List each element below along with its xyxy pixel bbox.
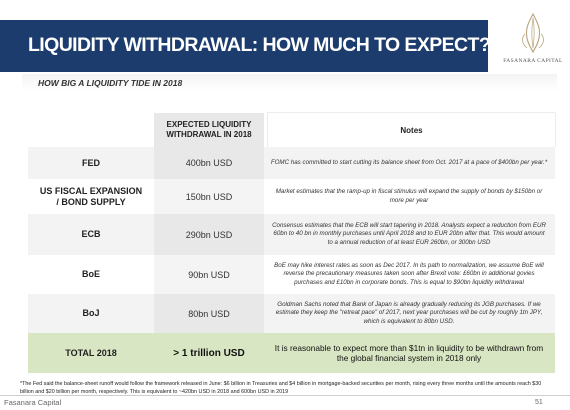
footer-company: Fasanara Capital [4,398,62,407]
table-row-label: US FISCAL EXPANSION / BOND SUPPLY [39,185,143,207]
footnote: *The Fed said the balance-sheet runoff w… [20,381,542,395]
table-row-notes: BoE may hike interest rates as soon as D… [274,261,544,286]
subtitle-band [22,74,557,92]
table-row-value: 290bn USD [185,229,233,240]
table-row-background [28,294,555,333]
table-row-notes: FOMC has committed to start cutting its … [270,158,548,166]
table-row-background [28,179,555,214]
column-header-expected: EXPECTED LIQUIDITY WITHDRAWAL IN 2018 [154,113,264,147]
table-row-label: FED [82,157,100,168]
table-row-value: 150bn USD [185,191,233,202]
total-value: > 1 trillion USD [173,347,245,359]
table-row-value: 400bn USD [185,158,233,168]
table-row-background [28,214,555,255]
table-row-notes: Market estimates that the ramp-up in fis… [275,188,543,204]
table-row-background [28,147,555,179]
table-row-value: 90bn USD [188,269,230,280]
table-row-background [28,255,555,294]
page-number: 51 [535,399,543,406]
logo-wordmark: FASANARA CAPITAL [503,58,563,64]
table-row-notes: Consensus estimates that the ECB will st… [272,221,546,246]
value-column-shade [154,147,264,333]
table-row-notes: Goldman Sachs noted that Bank of Japan i… [275,300,543,325]
column-header-notes: Notes [268,113,555,147]
title-banner [0,20,488,72]
section-subtitle: HOW BIG A LIQUIDITY TIDE IN 2018 [38,78,183,88]
table-row-label: ECB [81,229,101,239]
table-row-label: BoE [82,269,100,279]
footer-divider [0,395,570,396]
table-row-value: 80bn USD [188,308,230,319]
fasanara-crest-icon [522,12,544,54]
total-row-background [28,333,555,373]
table-row-label: BoJ [82,308,100,318]
total-label: TOTAL 2018 [65,347,117,358]
total-notes: It is reasonable to expect more than $1t… [274,342,544,364]
slide-title: LIQUIDITY WITHDRAWAL: HOW MUCH TO EXPECT… [28,34,491,56]
